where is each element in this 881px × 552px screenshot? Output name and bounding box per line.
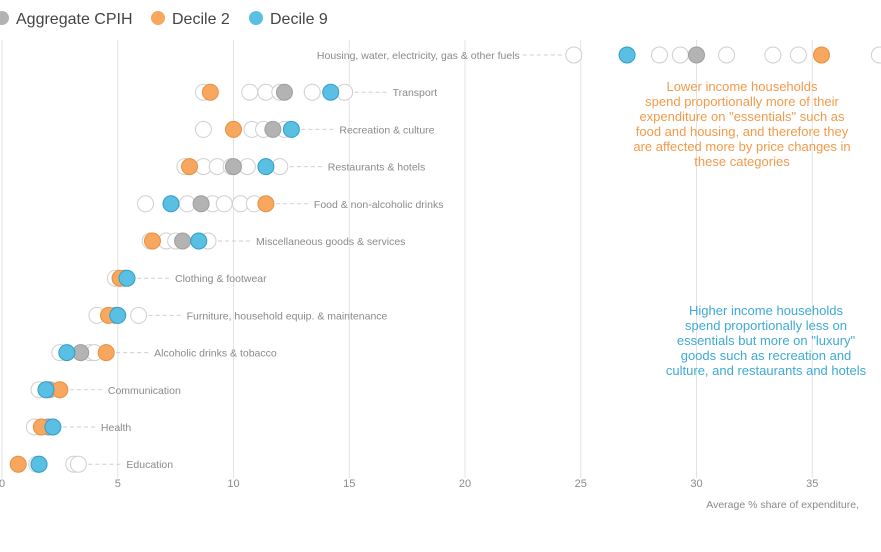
category-row: Clothing & footwear bbox=[106, 269, 267, 287]
x-tick-label: 0 bbox=[0, 478, 5, 490]
x-axis-ticks: 0 5 10 15 20 25 30 35 bbox=[0, 478, 818, 490]
category-row: Communication bbox=[30, 381, 181, 399]
legend-label: Decile 2 bbox=[172, 11, 230, 28]
annotations: Lower income households spend proportiona… bbox=[633, 79, 866, 378]
aggregate-cpih-dot bbox=[192, 195, 210, 213]
category-label: Education bbox=[126, 459, 173, 471]
category-label: Furniture, household equip. & maintenanc… bbox=[187, 310, 388, 322]
decile-2-dot bbox=[97, 344, 115, 362]
x-axis-title: Average % share of expenditure, bbox=[706, 499, 859, 511]
category-label: Communication bbox=[108, 385, 181, 397]
decile-2-dot bbox=[257, 195, 275, 213]
decile-9-dot bbox=[282, 120, 300, 138]
category-row: Health bbox=[25, 418, 132, 436]
annotation-line: these categories bbox=[694, 154, 790, 169]
decile-9-dot bbox=[30, 455, 48, 473]
annotation-line: are affected more by price changes in bbox=[633, 139, 850, 154]
legend: Aggregate CPIH Decile 2 Decile 9 bbox=[0, 11, 328, 28]
category-label: Alcoholic drinks & tobacco bbox=[154, 348, 277, 360]
annotation-line: expenditure on "essentials" such as bbox=[639, 109, 845, 124]
annotation-line: spend proportionally less on bbox=[685, 318, 847, 333]
decile-dot bbox=[718, 46, 736, 64]
legend-swatch bbox=[0, 11, 9, 25]
category-row: Alcoholic drinks & tobacco bbox=[51, 344, 277, 362]
x-tick-label: 30 bbox=[690, 478, 702, 490]
category-label: Clothing & footwear bbox=[175, 273, 267, 285]
decile-9-dot bbox=[118, 269, 136, 287]
category-row: Education bbox=[9, 455, 173, 473]
decile-2-dot bbox=[225, 120, 242, 138]
category-row: Furniture, household equip. & maintenanc… bbox=[88, 306, 388, 324]
decile-9-dot bbox=[37, 381, 55, 399]
category-label: Restaurants & hotels bbox=[328, 162, 425, 174]
decile-dot bbox=[764, 46, 782, 64]
annotation-line: food and housing, and therefore they bbox=[636, 124, 849, 139]
category-row: Recreation & culture bbox=[194, 120, 435, 138]
decile-9-dot bbox=[322, 83, 340, 101]
category-row: Transport bbox=[194, 83, 438, 101]
decile-dot bbox=[870, 46, 881, 64]
annotation-line: Lower income households bbox=[666, 79, 818, 94]
legend-label: Aggregate CPIH bbox=[16, 11, 133, 28]
decile-dot bbox=[671, 46, 689, 64]
x-tick-label: 20 bbox=[459, 478, 471, 490]
decile-dot bbox=[303, 83, 321, 101]
aggregate-cpih-dot bbox=[264, 120, 282, 138]
x-tick-label: 25 bbox=[575, 478, 587, 490]
legend-label: Decile 9 bbox=[270, 11, 328, 28]
decile-dot bbox=[241, 83, 259, 101]
x-tick-label: 15 bbox=[343, 478, 355, 490]
decile-9-dot bbox=[109, 306, 127, 324]
aggregate-cpih-dot bbox=[275, 83, 293, 101]
decile-dot bbox=[194, 120, 212, 138]
annotation-line: Higher income households bbox=[689, 303, 843, 318]
category-label: Food & non-alcoholic drinks bbox=[314, 199, 444, 211]
annotation-line: goods such as recreation and bbox=[681, 348, 852, 363]
aggregate-cpih-dot bbox=[688, 46, 705, 64]
annotation-line: spend proportionally more of their bbox=[645, 94, 839, 109]
decile-9-dot bbox=[257, 158, 275, 176]
category-row: Food & non-alcoholic drinks bbox=[137, 195, 444, 213]
decile-dot bbox=[130, 306, 148, 324]
aggregate-cpih-dot bbox=[225, 158, 242, 176]
annotation-lower-income: Lower income households spend proportiona… bbox=[633, 79, 850, 169]
decile-9-dot bbox=[44, 418, 62, 436]
annotation-higher-income: Higher income households spend proportion… bbox=[666, 303, 867, 378]
annotation-line: essentials but more on "luxury" bbox=[677, 333, 856, 348]
decile-dot bbox=[137, 195, 155, 213]
decile-dot bbox=[789, 46, 807, 64]
x-tick-label: 10 bbox=[227, 478, 239, 490]
decile-2-dot bbox=[201, 83, 219, 101]
category-row: Housing, water, electricity, gas & other… bbox=[317, 46, 881, 64]
decile-9-dot bbox=[618, 46, 636, 64]
category-row: Miscellaneous goods & services bbox=[141, 232, 405, 250]
decile-9-dot bbox=[162, 195, 180, 213]
decile-2-dot bbox=[813, 46, 831, 64]
decile-2-dot bbox=[9, 455, 27, 473]
category-label: Health bbox=[101, 422, 132, 434]
legend-swatch bbox=[249, 11, 263, 25]
category-label: Miscellaneous goods & services bbox=[256, 236, 405, 248]
legend-swatch bbox=[151, 11, 165, 25]
category-label: Housing, water, electricity, gas & other… bbox=[317, 50, 520, 62]
decile-dot bbox=[565, 46, 583, 64]
decile-dot bbox=[69, 455, 87, 473]
category-row: Restaurants & hotels bbox=[176, 158, 425, 176]
category-rows: Housing, water, electricity, gas & other… bbox=[9, 46, 881, 473]
x-tick-label: 35 bbox=[806, 478, 818, 490]
aggregate-cpih-dot bbox=[174, 232, 192, 250]
decile-dot bbox=[650, 46, 668, 64]
category-label: Transport bbox=[393, 87, 438, 99]
decile-9-dot bbox=[190, 232, 208, 250]
annotation-line: culture, and restaurants and hotels bbox=[666, 363, 867, 378]
gridlines bbox=[1, 40, 813, 478]
category-label: Recreation & culture bbox=[339, 124, 434, 136]
decile-9-dot bbox=[58, 344, 76, 362]
decile-dot bbox=[215, 195, 233, 213]
decile-2-dot bbox=[143, 232, 161, 250]
decile-2-dot bbox=[181, 158, 199, 176]
x-tick-label: 5 bbox=[115, 478, 121, 490]
